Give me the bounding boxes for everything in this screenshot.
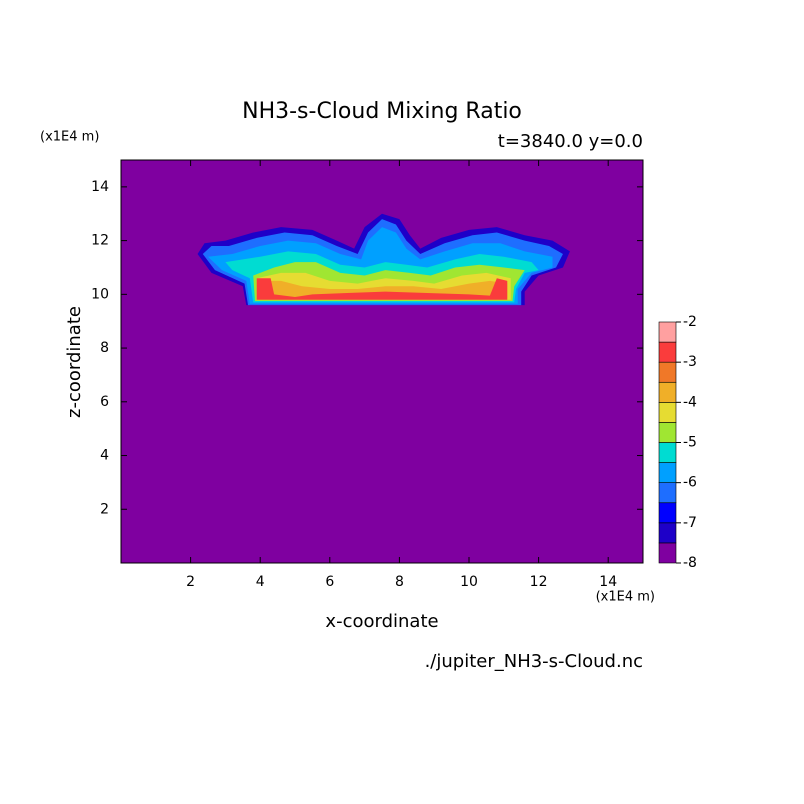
colorbar-swatch [658,402,677,423]
y-tick-label: 12 [91,233,109,249]
x-unit: (x1E4 m) [596,590,655,605]
x-tick-label: 14 [599,574,617,590]
contour-band [256,278,508,300]
colorbar-tick-label: -7 [683,515,697,531]
plot-frame [120,159,644,564]
y-tick-label: 8 [100,340,109,356]
footer: ./jupiter_NH3-s-Cloud.nc [425,651,643,672]
colorbar-swatch [658,462,677,483]
x-tick-label: 12 [530,574,548,590]
colorbar-swatch [658,341,677,363]
colorbar-swatch [658,542,677,564]
colorbar-tick-label: -8 [683,555,697,571]
x-tick-label: 6 [325,574,334,590]
chart-title: NH3-s-Cloud Mixing Ratio [242,99,522,124]
colorbar-swatch [658,361,677,383]
colorbar-tick-label: -5 [683,435,697,451]
colorbar-swatch [658,522,677,544]
colorbar-swatch [658,422,677,443]
y-tick-label: 10 [91,286,109,302]
colorbar-swatch [658,442,677,463]
colorbar-swatch [658,502,677,524]
x-tick-label: 4 [256,574,265,590]
colorbar-swatch [658,381,677,403]
y-tick-label: 4 [100,448,109,464]
y-unit: (x1E4 m) [40,130,99,145]
colorbar-tick-label: -3 [683,354,697,370]
colorbar-tick-label: -6 [683,475,697,491]
colorbar-swatch [658,482,677,504]
y-tick-label: 14 [91,179,109,195]
colorbar-tick-label: -2 [683,314,697,330]
y-tick-label: 2 [100,501,109,517]
x-tick-label: 8 [395,574,404,590]
y-axis-label: z-coordinate [64,306,85,418]
x-axis-label: x-coordinate [325,611,438,632]
chart-subtitle: t=3840.0 y=0.0 [498,131,643,152]
x-tick-label: 2 [186,574,195,590]
colorbar-swatch [658,321,677,343]
x-tick-label: 10 [460,574,478,590]
y-tick-label: 6 [100,394,109,410]
colorbar-tick-label: -4 [683,394,697,410]
